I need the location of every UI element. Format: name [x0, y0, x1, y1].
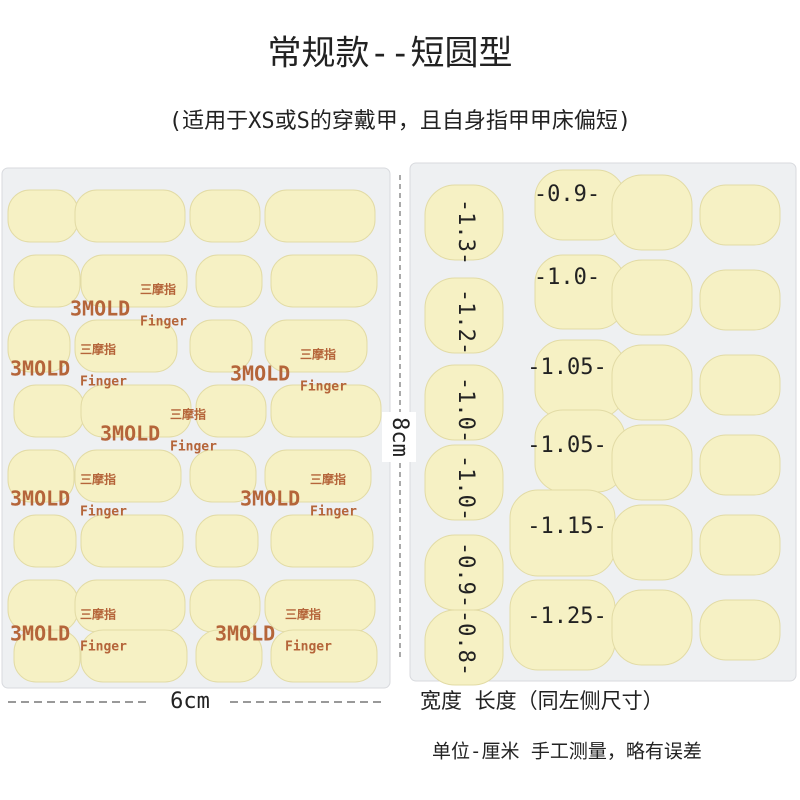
nail-tab [189, 189, 261, 243]
length-size: -1.05- [527, 355, 606, 380]
nail-tab [611, 504, 693, 581]
width-size: -1.3- [453, 199, 478, 265]
nail-tab [424, 609, 504, 686]
width-size: -1.0- [453, 377, 478, 443]
brand-logo: 3MOLD [215, 622, 275, 646]
nail-tab [13, 384, 85, 438]
nail-tab [13, 514, 77, 568]
length-size: -1.15- [527, 514, 606, 539]
nail-tab [195, 629, 263, 683]
brand-en: Finger [80, 640, 127, 655]
nail-tab [264, 579, 376, 633]
width-size: -0.9- [453, 542, 478, 608]
note: 单位-厘米 手工测量，略有误差 [432, 741, 702, 763]
title: 常规款--短圆型 [268, 34, 513, 74]
brand-logo: 3MOLD [230, 362, 290, 386]
nail-tab [270, 629, 378, 683]
nail-tab [80, 514, 184, 568]
brand-en: Finger [80, 375, 127, 390]
brand-cn: 三摩指 [285, 607, 321, 622]
nail-tab [13, 254, 81, 308]
nail-tab [699, 434, 781, 496]
width-size: -0.8- [453, 610, 478, 676]
nail-tab [699, 599, 781, 661]
brand-en: Finger [300, 380, 347, 395]
length-size: -1.0- [534, 265, 600, 290]
nail-tab [195, 384, 267, 438]
nail-tab [74, 189, 186, 243]
length-size: -1.05- [527, 433, 606, 458]
nail-tab [7, 319, 71, 373]
nail-tab [611, 344, 693, 421]
nail-tab [264, 449, 372, 503]
brand-cn: 三摩指 [310, 472, 346, 487]
brand-cn: 三摩指 [80, 342, 116, 357]
brand-logo: 3MOLD [10, 357, 70, 381]
nail-tab [74, 319, 178, 373]
height-label: 8cm [387, 417, 412, 457]
nail-tab [424, 277, 504, 354]
brand-en: Finger [310, 505, 357, 520]
nail-tab [80, 384, 192, 438]
nail-tab [699, 514, 781, 576]
nail-tab [74, 579, 186, 633]
nail-tab [699, 354, 781, 416]
brand-logo: 3MOLD [240, 487, 300, 511]
brand-en: Finger [140, 315, 187, 330]
nail-tab [611, 589, 693, 666]
nail-tab [189, 319, 253, 373]
nail-tab [80, 629, 188, 683]
brand-logo: 3MOLD [70, 297, 130, 321]
nail-tab [189, 449, 257, 503]
brand-cn: 三摩指 [80, 607, 116, 622]
brand-cn: 三摩指 [140, 282, 176, 297]
nail-tab [13, 629, 81, 683]
legend: 宽度 长度（同左侧尺寸） [420, 689, 664, 713]
nail-tab [195, 514, 259, 568]
nail-tab [195, 254, 263, 308]
brand-cn: 三摩指 [80, 472, 116, 487]
nail-tab [264, 319, 368, 373]
nail-tab [424, 184, 504, 261]
brand-en: Finger [285, 640, 332, 655]
length-size: -0.9- [534, 182, 600, 207]
nail-tab [424, 444, 504, 521]
nail-tab [264, 189, 376, 243]
brand-cn: 三摩指 [300, 347, 336, 362]
brand-en: Finger [170, 440, 217, 455]
nail-tab [270, 384, 382, 438]
nail-tab [424, 364, 504, 441]
nail-tab [270, 254, 378, 308]
brand-logo: 3MOLD [100, 422, 160, 446]
width-label: 6cm [170, 689, 210, 714]
length-size: -1.25- [527, 604, 606, 629]
brand-cn: 三摩指 [170, 407, 206, 422]
brand-logo: 3MOLD [10, 487, 70, 511]
nail-tab [611, 259, 693, 336]
brand-logo: 3MOLD [10, 622, 70, 646]
nail-tab [74, 449, 182, 503]
nail-tabs: 3MOLD 三摩指 Finger 3MOLD 三摩指 Finger 3MOLD 三摩指 Fing… [7, 169, 781, 686]
nail-tab [7, 189, 79, 243]
label-bg [382, 412, 416, 462]
width-size: -1.2- [453, 289, 478, 355]
nail-tab [611, 174, 693, 251]
nail-tab [80, 254, 188, 308]
nail-tab [699, 269, 781, 331]
nail-tab [611, 424, 693, 501]
nail-tab [270, 514, 374, 568]
nail-tab [7, 449, 75, 503]
subtitle: (适用于XS或S的穿戴甲，且自身指甲甲床偏短) [169, 109, 631, 134]
brand-en: Finger [80, 505, 127, 520]
width-size: -1.0- [453, 455, 478, 521]
nail-tab [699, 184, 781, 246]
